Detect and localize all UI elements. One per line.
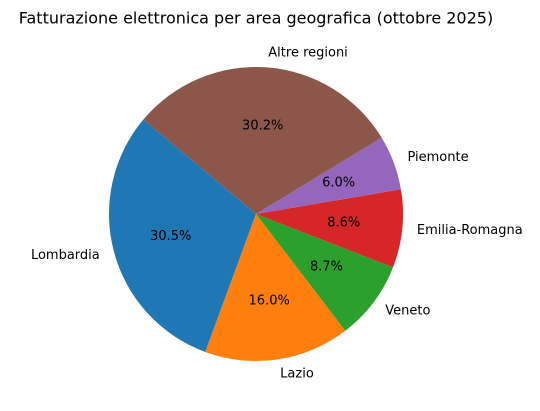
slice-label: Piemonte — [407, 150, 468, 165]
value-label: 8.7% — [310, 260, 343, 275]
slice-label: Lazio — [280, 366, 314, 381]
pie-slice — [109, 119, 256, 352]
slice-label: Veneto — [385, 304, 430, 319]
pie-slice — [256, 189, 403, 268]
value-label: 16.0% — [249, 294, 290, 309]
pie-slice — [143, 67, 382, 214]
pie-slice — [256, 137, 401, 214]
value-label: 30.5% — [150, 229, 191, 244]
pie-slice — [205, 214, 346, 361]
pie-slice — [256, 214, 393, 331]
slice-label: Lombardia — [31, 248, 100, 263]
value-label: 30.2% — [242, 119, 283, 134]
chart-title: Fatturazione elettronica per area geogra… — [19, 9, 493, 28]
slice-label: Altre regioni — [268, 45, 348, 60]
value-label: 6.0% — [322, 176, 355, 191]
value-label: 8.6% — [327, 215, 360, 230]
slice-label: Emilia-Romagna — [417, 223, 523, 238]
